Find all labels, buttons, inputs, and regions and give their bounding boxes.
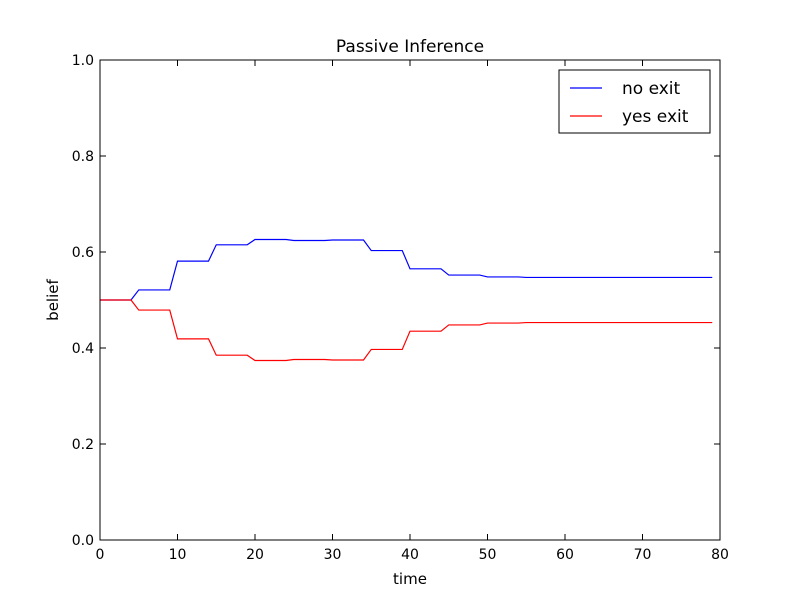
y-tick-label: 0.8 xyxy=(72,149,94,165)
x-tick-label: 30 xyxy=(324,547,342,563)
y-tick-label: 1.0 xyxy=(72,53,94,69)
legend-box xyxy=(558,69,711,134)
series-layer xyxy=(100,238,713,362)
legend-label-yes-exit: yes exit xyxy=(622,107,689,127)
series-line-no-exit xyxy=(100,238,713,301)
x-tick-label: 80 xyxy=(711,547,729,563)
x-axis-label: time xyxy=(393,570,427,588)
x-tick-label: 0 xyxy=(96,547,105,563)
legend: no exit yes exit xyxy=(558,69,711,134)
ticks-layer: 0 10 20 30 40 50 60 70 80 0.0 0.2 0.4 0.6 0.8 1.0 xyxy=(72,53,729,563)
x-tick-label: 60 xyxy=(556,547,574,563)
y-tick-label: 0.2 xyxy=(72,437,94,453)
chart-title: Passive Inference xyxy=(336,37,484,57)
y-tick-label: 0.6 xyxy=(72,245,94,261)
x-tick-label: 10 xyxy=(169,547,187,563)
series-line-yes-exit xyxy=(100,299,713,362)
y-tick-label: 0.0 xyxy=(72,533,94,549)
x-tick-label: 50 xyxy=(479,547,497,563)
x-tick-label: 20 xyxy=(246,547,264,563)
plot-area: 0 10 20 30 40 50 60 70 80 0.0 0.2 0.4 0.6 0.8 1.0 xyxy=(72,53,729,563)
legend-label-no-exit: no exit xyxy=(622,79,681,99)
x-tick-label: 40 xyxy=(401,547,419,563)
y-axis-label: belief xyxy=(44,278,62,320)
x-tick-label: 70 xyxy=(634,547,652,563)
y-tick-label: 0.4 xyxy=(72,341,94,357)
